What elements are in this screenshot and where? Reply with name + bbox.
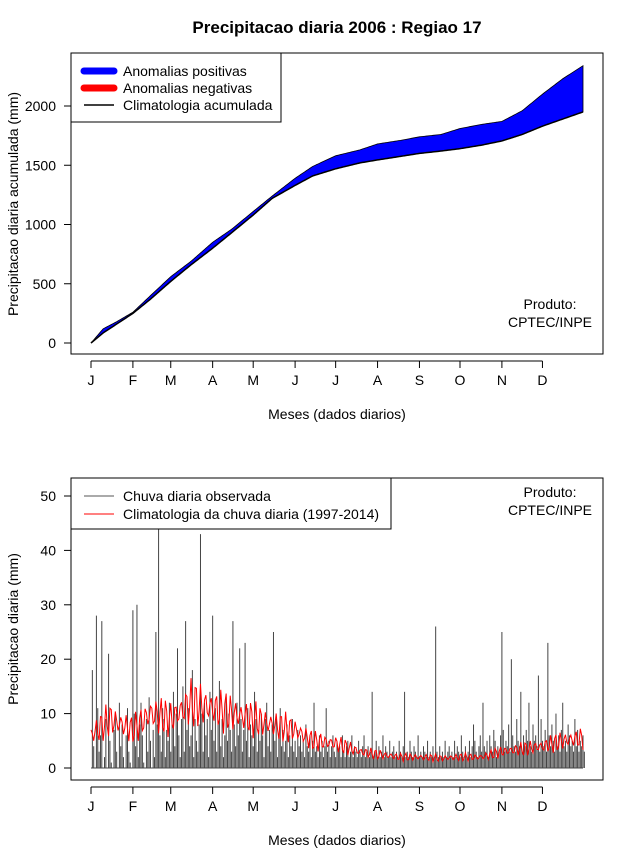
top-x-tick-label: J (332, 372, 339, 388)
top-legend: Anomalias positivas Anomalias negativas … (70, 52, 282, 123)
top-climatology-line (90, 111, 584, 344)
bottom-legend-box (70, 477, 392, 530)
top-product-source: CPTEC/INPE (508, 314, 592, 330)
bottom-product-label: Produto: (524, 484, 577, 500)
bottom-x-tick-label: O (455, 798, 466, 814)
bottom-x-tick-label: J (292, 798, 299, 814)
top-product-label: Produto: (524, 296, 577, 312)
bottom-y-axis: 0 10 20 30 40 50 (40, 488, 71, 776)
top-x-tick-label: M (247, 372, 259, 388)
legend-negative-label: Anomalias negativas (123, 80, 252, 96)
top-x-tick-label: O (455, 372, 466, 388)
top-x-tick-label: F (129, 372, 138, 388)
top-chart: 0 500 1000 1500 2000 J F M A M J J A S O N D Meses (dad… (5, 52, 604, 422)
bottom-x-tick-label: J (332, 798, 339, 814)
top-y-label: Precipitacao diaria acumulada (mm) (5, 92, 21, 316)
chart-title: Precipitacao diaria 2006 : Regiao 17 (192, 18, 481, 37)
top-y-axis: 0 500 1000 1500 2000 (25, 98, 71, 351)
bottom-x-label: Meses (dados diarios) (268, 832, 406, 848)
top-x-tick-label: A (373, 372, 383, 388)
top-x-tick-label: J (292, 372, 299, 388)
top-y-tick-label: 500 (33, 276, 57, 292)
bottom-y-tick-label: 50 (40, 488, 56, 504)
top-x-tick-label: S (415, 372, 424, 388)
legend-positive-label: Anomalias positivas (123, 63, 247, 79)
bottom-daily-bars (91, 528, 585, 769)
bottom-x-tick-label: A (373, 798, 383, 814)
bottom-x-tick-label: S (415, 798, 424, 814)
top-y-tick-label: 2000 (25, 98, 56, 114)
bottom-x-tick-label: J (88, 798, 95, 814)
bottom-chart: 0 10 20 30 40 50 J F M A M J J A S O N D Meses (dados di… (5, 477, 604, 848)
top-x-tick-label: M (165, 372, 177, 388)
bottom-y-label: Precipitacao diaria (mm) (5, 553, 21, 705)
bottom-y-tick-label: 10 (40, 706, 56, 722)
top-y-tick-label: 0 (48, 335, 56, 351)
top-x-tick-label: A (208, 372, 218, 388)
bottom-y-tick-label: 40 (40, 542, 56, 558)
legend-climatology-daily-label: Climatologia da chuva diaria (1997-2014) (123, 506, 379, 522)
bottom-y-tick-label: 0 (48, 760, 56, 776)
top-y-tick-label: 1000 (25, 217, 56, 233)
bottom-x-tick-label: A (208, 798, 218, 814)
bottom-product-source: CPTEC/INPE (508, 502, 592, 518)
bottom-x-tick-label: D (537, 798, 547, 814)
legend-climatology-label: Climatologia acumulada (123, 97, 273, 113)
top-x-tick-label: N (497, 372, 507, 388)
top-x-tick-label: J (88, 372, 95, 388)
bottom-x-tick-label: N (497, 798, 507, 814)
legend-observed-label: Chuva diaria observada (123, 488, 271, 504)
bottom-x-tick-label: F (129, 798, 138, 814)
top-plot-frame (70, 52, 604, 355)
bottom-climatology-line (90, 678, 584, 764)
top-x-label: Meses (dados diarios) (268, 406, 406, 422)
bottom-legend: Chuva diaria observada Climatologia da c… (70, 477, 392, 530)
bottom-x-tick-label: M (165, 798, 177, 814)
bottom-x-tick-label: M (247, 798, 259, 814)
top-y-tick-label: 1500 (25, 157, 56, 173)
bottom-y-tick-label: 30 (40, 597, 56, 613)
bottom-y-tick-label: 20 (40, 651, 56, 667)
top-x-tick-label: D (537, 372, 547, 388)
